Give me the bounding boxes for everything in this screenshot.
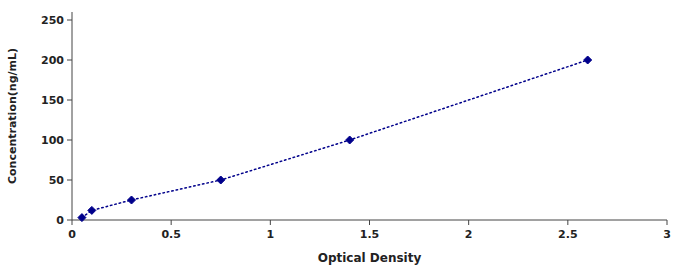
x-tick-label: 1.5 (360, 228, 380, 241)
data-line (82, 60, 588, 218)
x-tick (171, 220, 172, 225)
x-tick-label: 3 (663, 228, 671, 241)
y-tick-label: 250 (41, 14, 64, 27)
data-point (217, 176, 225, 184)
plot-area (78, 56, 592, 222)
x-tick-label: 2.5 (558, 228, 578, 241)
y-tick (67, 180, 72, 181)
y-tick (67, 20, 72, 21)
x-tick-label: 1 (267, 228, 275, 241)
y-tick (67, 220, 72, 221)
y-tick (67, 60, 72, 61)
x-axis-label: Optical Density (318, 251, 422, 265)
data-point (88, 206, 96, 214)
data-point (346, 136, 354, 144)
chart-container: 0 0.5 1 1.5 2 2.5 3 0 50 100 150 200 250 Optical Dens… (0, 0, 689, 272)
y-tick-label: 100 (41, 134, 64, 147)
y-tick-label: 0 (56, 214, 64, 227)
data-point (78, 214, 86, 222)
y-tick-label: 150 (41, 94, 64, 107)
data-point (584, 56, 592, 64)
x-tick (468, 220, 469, 225)
x-tick-label: 0.5 (161, 228, 181, 241)
chart-svg: 0 0.5 1 1.5 2 2.5 3 0 50 100 150 200 250 Optical Dens… (0, 0, 689, 272)
y-tick (67, 100, 72, 101)
x-tick-label: 2 (465, 228, 473, 241)
y-axis-line (72, 12, 73, 220)
y-tick-label: 50 (49, 174, 65, 187)
x-tick (72, 220, 73, 225)
y-tick-label: 200 (41, 54, 64, 67)
data-point (128, 196, 136, 204)
x-tick (667, 220, 668, 225)
x-tick (369, 220, 370, 225)
x-tick (567, 220, 568, 225)
x-tick-label: 0 (68, 228, 76, 241)
y-axis-label: Concentration(ng/mL) (6, 48, 19, 184)
y-tick (67, 140, 72, 141)
x-tick (270, 220, 271, 225)
